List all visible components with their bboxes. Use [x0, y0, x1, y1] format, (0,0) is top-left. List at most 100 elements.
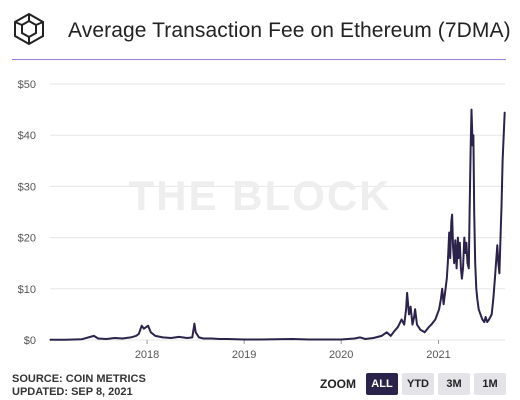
- data-point: [93, 335, 95, 337]
- zoom-button-ytd[interactable]: YTD: [402, 373, 434, 395]
- data-point: [154, 335, 156, 337]
- y-tick-label: $50: [18, 79, 36, 91]
- data-point: [130, 336, 132, 338]
- updated-text: UPDATED: SEP 8, 2021: [12, 386, 133, 398]
- data-point: [503, 134, 505, 136]
- data-point: [359, 336, 361, 338]
- data-point: [502, 160, 504, 162]
- data-point: [202, 337, 204, 340]
- data-point: [485, 316, 487, 318]
- data-point: [411, 324, 414, 326]
- data-point: [463, 237, 465, 239]
- data-point: [478, 308, 480, 310]
- y-tick-label: $40: [18, 130, 36, 142]
- data-point: [81, 338, 83, 340]
- data-point: [470, 144, 472, 146]
- data-point: [488, 318, 490, 321]
- data-point: [413, 316, 415, 318]
- zoom-label: ZOOM: [320, 377, 356, 391]
- data-point: [397, 326, 399, 328]
- data-point: [219, 338, 221, 340]
- data-point: [122, 337, 124, 340]
- data-point: [243, 338, 245, 341]
- data-point: [408, 313, 410, 315]
- y-tick-label: $30: [18, 181, 36, 193]
- y-tick-label: $10: [18, 284, 36, 296]
- data-point: [275, 338, 277, 340]
- data-point: [419, 329, 421, 331]
- data-point: [452, 247, 454, 249]
- data-point: [495, 262, 497, 264]
- x-axis: 2018 2019 2020 2021: [135, 340, 451, 361]
- data-point: [381, 335, 383, 337]
- data-point: [150, 331, 152, 333]
- data-point: [448, 231, 450, 234]
- data-point: [479, 313, 482, 315]
- data-point: [451, 214, 453, 216]
- data-point: [353, 337, 356, 340]
- source-text: SOURCE: COIN METRICS: [12, 373, 146, 385]
- data-point: [340, 338, 342, 341]
- data-point: [504, 111, 506, 113]
- data-point: [424, 331, 426, 333]
- header: Average Transaction Fee on Ethereum (7DM…: [0, 0, 520, 62]
- data-point: [195, 331, 197, 333]
- data-point: [496, 244, 498, 246]
- data-point: [386, 331, 388, 333]
- zoom-button-3m[interactable]: 3M: [438, 373, 470, 395]
- x-tick-label: 2021: [426, 349, 450, 361]
- data-point: [434, 318, 436, 321]
- data-point: [483, 321, 485, 323]
- data-point: [497, 262, 499, 264]
- data-point: [438, 308, 440, 310]
- zoom-button-1m[interactable]: 1M: [474, 373, 506, 395]
- data-point: [97, 337, 99, 340]
- chart-title: Average Transaction Fee on Ethereum (7DM…: [68, 19, 511, 42]
- data-point: [464, 252, 466, 254]
- gridlines: [50, 83, 505, 341]
- data-point: [491, 313, 493, 315]
- data-point: [114, 337, 116, 339]
- data-point: [406, 292, 408, 294]
- data-point: [458, 257, 460, 259]
- data-point: [462, 267, 464, 269]
- data-point: [446, 278, 448, 280]
- y-tick-label: $0: [24, 335, 36, 347]
- data-point: [441, 288, 443, 290]
- x-tick-label: 2020: [329, 349, 353, 361]
- data-point: [401, 318, 403, 321]
- data-point: [430, 324, 432, 326]
- data-point: [476, 298, 478, 300]
- data-point: [416, 324, 418, 326]
- y-axis: $0 $10 $20 $30 $40 $50: [18, 79, 36, 347]
- data-point: [324, 338, 326, 341]
- data-point: [65, 339, 67, 341]
- data-point: [211, 337, 213, 340]
- zoom-button-all[interactable]: ALL: [366, 373, 398, 395]
- data-point: [500, 206, 503, 208]
- y-tick-label: $20: [18, 233, 36, 245]
- data-point: [447, 262, 449, 264]
- data-point: [472, 144, 474, 146]
- data-point: [198, 336, 200, 338]
- data-point: [472, 134, 474, 136]
- data-point: [49, 339, 51, 341]
- data-point: [465, 242, 467, 244]
- data-point: [143, 328, 145, 330]
- data-point: [135, 335, 137, 337]
- data-point: [474, 262, 476, 264]
- watermark: THE BLOCK: [129, 172, 392, 219]
- data-point: [162, 336, 164, 338]
- data-point: [227, 338, 229, 340]
- data-point: [291, 338, 293, 340]
- data-point: [105, 338, 107, 340]
- data-point: [459, 242, 461, 244]
- data-point: [453, 262, 455, 264]
- data-point: [475, 288, 477, 290]
- data-point: [473, 211, 475, 213]
- data-point: [403, 324, 405, 326]
- title-divider: [12, 59, 506, 60]
- data-point: [405, 308, 407, 310]
- data-point: [193, 323, 195, 325]
- data-point: [460, 267, 462, 269]
